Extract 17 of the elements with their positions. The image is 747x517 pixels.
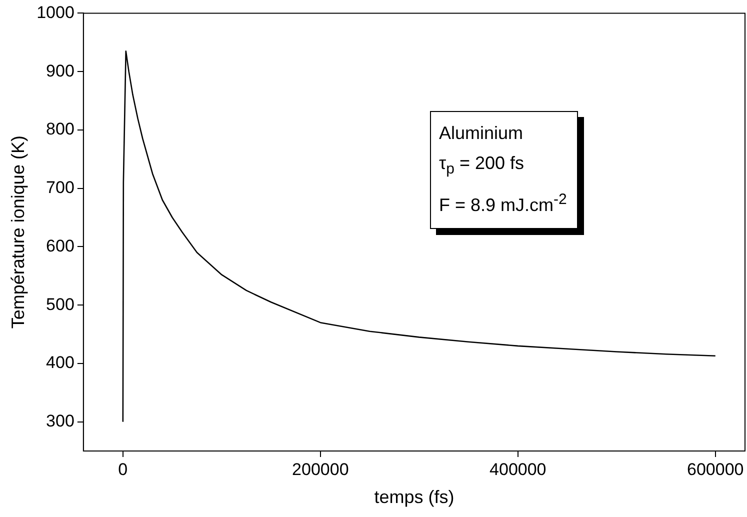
y-tick-label: 800	[46, 120, 74, 139]
annotation: F = 8.9 mJ.cm$^{-2}$	[439, 190, 567, 217]
y-tick-label: 1000	[36, 2, 74, 22]
y-tick-label: 900	[46, 61, 74, 80]
y-tick-label: 700	[46, 178, 74, 198]
y-tick-label: 600	[46, 236, 74, 256]
y-tick-label: 500	[46, 294, 74, 314]
x-tick-label: 200000	[292, 460, 349, 479]
x-tick-label: 400000	[490, 460, 546, 479]
y-axis-title: Température ionique (K)	[8, 136, 28, 329]
y-tick-label: 300	[46, 412, 74, 430]
x-axis-title: temps (fs)	[374, 487, 454, 508]
y-tick-label: 400	[46, 353, 74, 372]
annotation: Aluminium	[439, 122, 524, 145]
annotation: τ$_{p}$ = 200 fs	[439, 152, 526, 180]
x-tick-label: 600000	[687, 460, 744, 479]
x-tick-label: 0	[118, 460, 128, 479]
